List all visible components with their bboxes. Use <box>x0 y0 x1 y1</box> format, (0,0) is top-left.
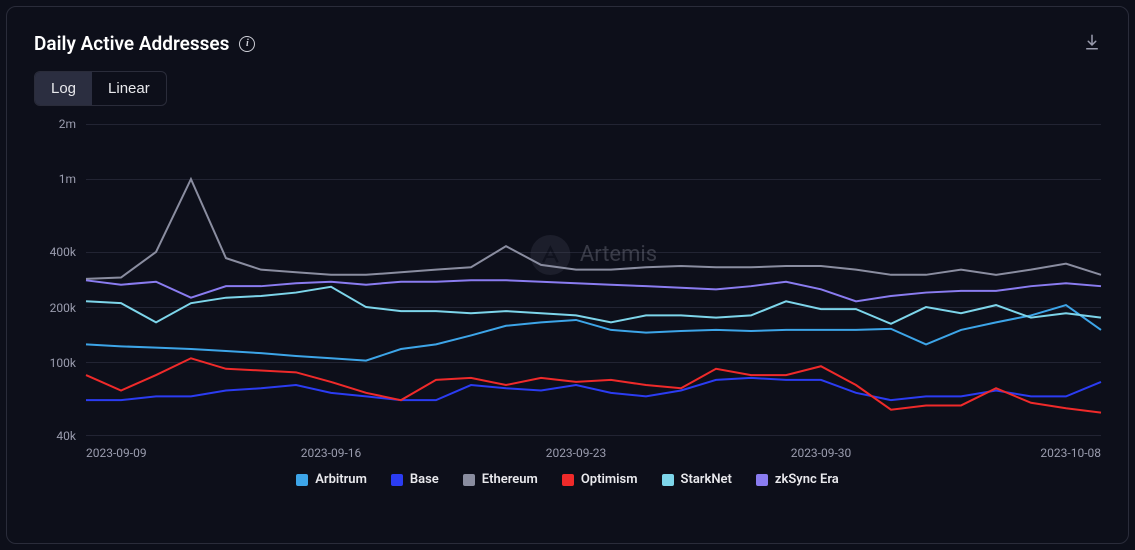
legend-swatch <box>756 474 768 486</box>
y-tick-label: 2m <box>59 117 76 131</box>
y-tick-label: 100k <box>50 356 76 370</box>
x-tick-label: 2023-09-23 <box>546 446 607 460</box>
legend-swatch <box>391 474 403 486</box>
line-svg <box>86 124 1101 435</box>
legend-item-base[interactable]: Base <box>391 472 439 487</box>
x-tick-label: 2023-10-08 <box>1040 446 1101 460</box>
legend-swatch <box>296 474 308 486</box>
info-icon[interactable]: i <box>239 36 255 52</box>
legend-label: StarkNet <box>681 472 732 487</box>
legend-swatch <box>562 474 574 486</box>
scale-log-button[interactable]: Log <box>35 72 92 105</box>
legend-label: Base <box>410 472 439 487</box>
x-axis: 2023-09-09 2023-09-16 2023-09-23 2023-09-30… <box>86 442 1101 464</box>
legend-item-arbitrum[interactable]: Arbitrum <box>296 472 367 487</box>
x-tick-label: 2023-09-09 <box>86 446 147 460</box>
legend-label: Arbitrum <box>315 472 367 487</box>
y-axis: 40k100k200k400k1m2m <box>34 124 80 436</box>
y-tick-label: 40k <box>56 429 76 443</box>
scale-linear-button[interactable]: Linear <box>92 72 166 105</box>
y-tick-label: 200k <box>50 301 76 315</box>
legend-label: zkSync Era <box>775 472 839 487</box>
legend-item-ethereum[interactable]: Ethereum <box>463 472 538 487</box>
plot-region: Artemis <box>86 124 1101 436</box>
x-tick-label: 2023-09-16 <box>301 446 362 460</box>
legend-item-starknet[interactable]: StarkNet <box>662 472 732 487</box>
legend-swatch <box>662 474 674 486</box>
series-line-optimism <box>86 358 1101 412</box>
series-line-arbitrum <box>86 305 1101 360</box>
chart-panel: Daily Active Addresses i LogLinear 40k 10… <box>0 0 1135 550</box>
series-line-zksync-era <box>86 280 1101 301</box>
gridline <box>86 435 1101 436</box>
y-tick-label: 1m <box>59 172 76 186</box>
legend: Arbitrum Base Ethereum Optimism StarkNet zkSy… <box>20 472 1115 487</box>
title-row: Daily Active Addresses i <box>34 32 255 55</box>
y-tick-label: 400k <box>50 245 76 259</box>
legend-item-zksync-era[interactable]: zkSync Era <box>756 472 839 487</box>
download-icon[interactable] <box>1083 33 1101 55</box>
legend-item-optimism[interactable]: Optimism <box>562 472 638 487</box>
legend-label: Optimism <box>581 472 638 487</box>
legend-label: Ethereum <box>482 472 538 487</box>
chart-title: Daily Active Addresses <box>34 32 229 55</box>
legend-swatch <box>463 474 475 486</box>
series-line-ethereum <box>86 179 1101 279</box>
header: Daily Active Addresses i <box>20 14 1115 65</box>
x-tick-label: 2023-09-30 <box>791 446 852 460</box>
chart-area: 40k100k200k400k1m2m Artemis 2023-09-0920… <box>34 124 1101 464</box>
scale-toggle: LogLinear <box>34 71 167 106</box>
